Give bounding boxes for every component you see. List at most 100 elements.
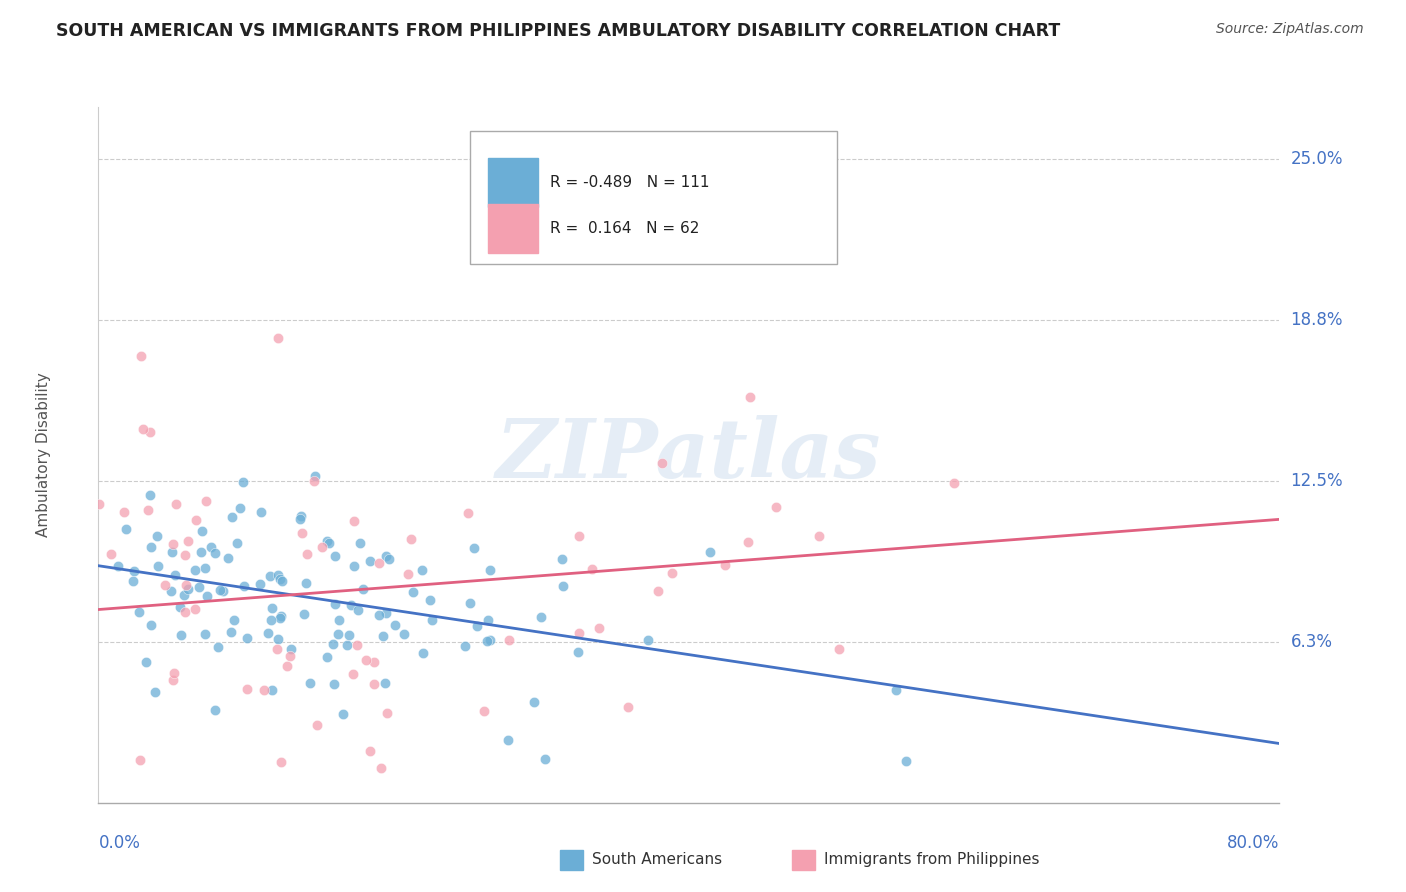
Text: 0.0%: 0.0% — [98, 834, 141, 852]
Point — [368, 556, 391, 570]
Point — [259, 569, 281, 583]
Point — [325, 597, 347, 611]
Point — [737, 534, 759, 549]
Point — [128, 605, 150, 619]
Point — [318, 535, 340, 549]
Point — [267, 331, 290, 345]
Point — [122, 574, 145, 588]
Point — [354, 653, 377, 667]
Point — [257, 626, 280, 640]
Point — [828, 641, 851, 656]
Point — [169, 599, 191, 614]
Point — [363, 656, 385, 670]
Point — [581, 562, 603, 576]
Point — [177, 582, 200, 596]
Point — [342, 667, 364, 681]
Point — [352, 582, 374, 596]
Point — [472, 704, 495, 718]
Point — [347, 603, 370, 617]
Text: 6.3%: 6.3% — [1291, 632, 1333, 651]
Point — [363, 677, 385, 691]
Point — [894, 754, 917, 768]
Point — [177, 533, 200, 548]
Point — [305, 718, 328, 732]
Point — [568, 528, 591, 542]
Text: SOUTH AMERICAN VS IMMIGRANTS FROM PHILIPPINES AMBULATORY DISABILITY CORRELATION : SOUTH AMERICAN VS IMMIGRANTS FROM PHILIP… — [56, 22, 1060, 40]
Text: 18.8%: 18.8% — [1291, 310, 1343, 328]
Point — [129, 349, 152, 363]
Point — [399, 533, 422, 547]
Point — [765, 500, 787, 515]
Point — [141, 617, 163, 632]
Point — [419, 592, 441, 607]
Point — [463, 541, 485, 555]
Point — [207, 640, 229, 654]
Point — [292, 607, 315, 622]
Point — [550, 552, 572, 566]
Point — [139, 488, 162, 502]
Point — [233, 579, 256, 593]
Point — [139, 425, 162, 439]
Point — [229, 500, 252, 515]
Point — [271, 574, 294, 588]
FancyBboxPatch shape — [471, 131, 837, 263]
Point — [738, 390, 761, 404]
Point — [534, 752, 557, 766]
Point — [477, 613, 499, 627]
Point — [298, 676, 321, 690]
Point — [266, 568, 288, 582]
Point — [194, 561, 217, 575]
Point — [249, 577, 271, 591]
Point — [465, 618, 488, 632]
Point — [661, 566, 683, 580]
Point — [278, 649, 301, 664]
Point — [328, 613, 350, 627]
Point — [475, 633, 498, 648]
Text: 80.0%: 80.0% — [1227, 834, 1279, 852]
Point — [194, 493, 217, 508]
Point — [359, 744, 381, 758]
Point — [260, 613, 283, 627]
Point — [100, 547, 122, 561]
Point — [616, 699, 638, 714]
Point — [651, 456, 673, 470]
Point — [375, 706, 398, 720]
Point — [713, 558, 735, 573]
Point — [699, 545, 721, 559]
Point — [165, 497, 187, 511]
Point — [219, 625, 242, 640]
Point — [588, 621, 610, 635]
Point — [411, 564, 433, 578]
Point — [498, 632, 520, 647]
Point — [396, 566, 419, 581]
Point — [374, 606, 396, 620]
Point — [89, 497, 111, 511]
Point — [139, 540, 162, 554]
Point — [454, 639, 477, 653]
Point — [378, 552, 401, 566]
Point — [290, 509, 312, 524]
Point — [567, 645, 589, 659]
Point — [478, 633, 501, 648]
Text: Source: ZipAtlas.com: Source: ZipAtlas.com — [1216, 22, 1364, 37]
Point — [311, 541, 333, 555]
Point — [420, 613, 443, 627]
Point — [942, 476, 965, 491]
Point — [163, 665, 186, 680]
Point — [224, 613, 246, 627]
Point — [170, 628, 193, 642]
Point — [322, 637, 344, 651]
Point — [392, 627, 415, 641]
Point — [195, 589, 218, 603]
Point — [326, 627, 349, 641]
Point — [349, 536, 371, 550]
Point — [208, 582, 231, 597]
Point — [124, 565, 146, 579]
Point — [232, 475, 254, 489]
Point — [332, 707, 354, 722]
Point — [188, 580, 211, 594]
Point — [291, 526, 314, 541]
Point — [568, 625, 591, 640]
Text: ZIPatlas: ZIPatlas — [496, 415, 882, 495]
Point — [253, 682, 276, 697]
